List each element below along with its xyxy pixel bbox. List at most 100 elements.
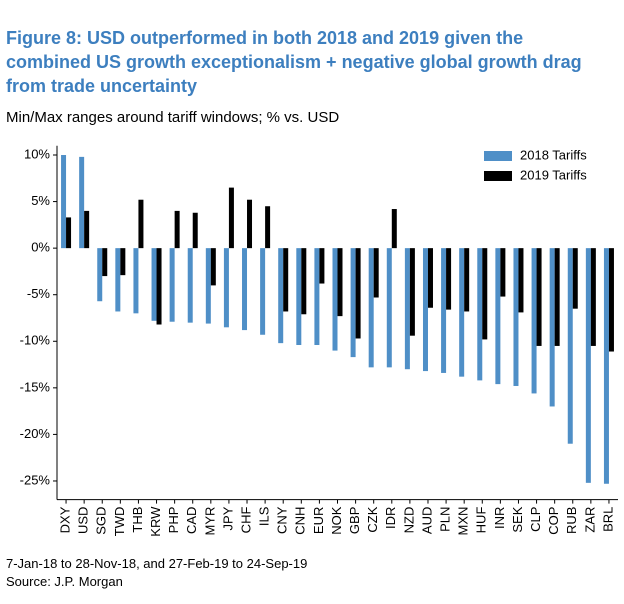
bar xyxy=(332,248,338,351)
bar xyxy=(355,248,361,339)
bar xyxy=(133,248,139,314)
bar xyxy=(192,212,198,249)
bar xyxy=(151,248,157,321)
bar xyxy=(228,187,234,249)
footnote: 7-Jan-18 to 28-Nov-18, and 27-Feb-19 to … xyxy=(6,556,307,571)
x-tick-label: RUB xyxy=(564,507,579,534)
bar xyxy=(391,209,397,249)
bar xyxy=(102,248,108,277)
x-tick-label: CZK xyxy=(365,506,380,532)
x-tick-label: CHF xyxy=(238,507,253,534)
bar xyxy=(97,248,103,302)
y-tick-label: 0% xyxy=(31,240,50,255)
bar xyxy=(278,248,284,344)
bar xyxy=(373,248,379,298)
bar xyxy=(61,155,67,249)
bar xyxy=(187,248,193,323)
y-tick-label: -15% xyxy=(20,379,51,394)
x-tick-label: AUD xyxy=(419,507,434,534)
bar xyxy=(549,248,555,407)
bar xyxy=(536,248,542,346)
y-tick-label: 5% xyxy=(31,193,50,208)
bar xyxy=(242,248,248,331)
bar xyxy=(441,248,447,373)
x-tick-label: HUF xyxy=(474,507,489,534)
x-tick-label: MYR xyxy=(202,507,217,536)
legend-label: 2019 Tariffs xyxy=(520,167,587,182)
bar xyxy=(337,248,343,317)
bar xyxy=(210,248,216,286)
chart-title-line: from trade uncertainty xyxy=(6,76,197,96)
x-tick-label: IDR xyxy=(383,507,398,529)
x-tick-label: SGD xyxy=(94,507,109,535)
y-tick-label: -5% xyxy=(27,286,51,301)
footnote: Source: J.P. Morgan xyxy=(6,574,123,589)
y-tick-label: -10% xyxy=(20,333,51,348)
bar xyxy=(368,248,374,368)
bar xyxy=(386,248,392,368)
bar xyxy=(169,248,175,322)
bar xyxy=(283,248,289,312)
x-tick-label: NOK xyxy=(329,506,344,534)
bar xyxy=(314,248,320,346)
y-tick-label: -20% xyxy=(20,426,51,441)
bar xyxy=(477,248,483,381)
x-tick-label: TWD xyxy=(112,507,127,537)
bar xyxy=(84,210,90,249)
bar xyxy=(464,248,470,312)
bar xyxy=(446,248,452,310)
bar xyxy=(590,248,596,346)
x-tick-label: MXN xyxy=(456,507,471,536)
bar xyxy=(500,248,506,297)
x-tick-label: SEK xyxy=(510,506,525,532)
bar xyxy=(459,248,465,377)
bar xyxy=(603,248,609,484)
bar xyxy=(495,248,501,385)
bar xyxy=(301,248,307,315)
x-tick-label: CNY xyxy=(275,506,290,534)
bar xyxy=(409,248,415,336)
bar xyxy=(296,248,302,346)
bar xyxy=(319,248,325,284)
bar xyxy=(482,248,488,340)
bar xyxy=(223,248,229,328)
bar xyxy=(205,248,211,324)
bar xyxy=(608,248,614,352)
x-tick-label: EUR xyxy=(311,507,326,534)
legend-label: 2018 Tariffs xyxy=(520,147,587,162)
x-tick-label: BRL xyxy=(600,507,615,532)
bar xyxy=(66,217,72,249)
bar xyxy=(350,248,356,358)
x-tick-label: ZAR xyxy=(582,507,597,533)
bar xyxy=(174,210,180,249)
x-tick-label: THB xyxy=(130,507,145,533)
legend-swatch xyxy=(484,151,512,161)
bar xyxy=(422,248,428,372)
bar xyxy=(554,248,560,346)
bar xyxy=(567,248,573,444)
bar xyxy=(265,206,271,249)
bar xyxy=(513,248,519,386)
y-tick-label: -25% xyxy=(20,472,51,487)
x-tick-label: DXY xyxy=(57,506,72,533)
x-tick-label: COP xyxy=(546,507,561,535)
x-tick-label: INR xyxy=(492,507,507,529)
y-tick-label: 10% xyxy=(24,146,50,161)
x-tick-label: KRW xyxy=(148,506,163,537)
x-tick-label: ILS xyxy=(257,506,272,526)
x-tick-label: NZD xyxy=(401,507,416,534)
chart-subtitle: Min/Max ranges around tariff windows; % … xyxy=(6,109,339,126)
chart-title-line: combined US growth exceptionalism + nega… xyxy=(6,52,582,72)
bar xyxy=(138,199,144,249)
bar xyxy=(120,248,126,276)
legend-swatch xyxy=(484,171,512,181)
x-tick-label: CLP xyxy=(528,507,543,532)
x-tick-label: PHP xyxy=(166,507,181,534)
bar xyxy=(260,248,266,335)
bar xyxy=(247,199,253,249)
x-tick-label: GBP xyxy=(347,507,362,534)
bar xyxy=(115,248,121,312)
x-tick-label: CNH xyxy=(293,507,308,535)
x-tick-label: PLN xyxy=(438,507,453,532)
